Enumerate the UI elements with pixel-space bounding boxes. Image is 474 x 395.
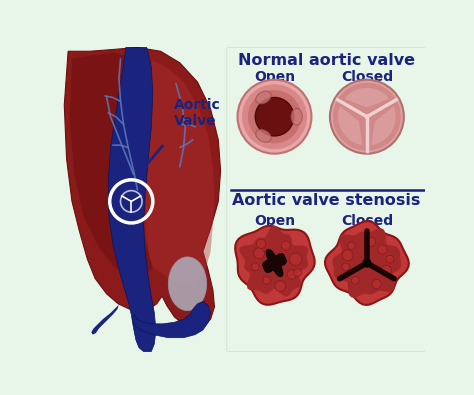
Text: Open: Open (254, 214, 295, 228)
Circle shape (365, 115, 369, 119)
Circle shape (275, 281, 286, 292)
Circle shape (352, 276, 359, 284)
Polygon shape (371, 106, 396, 145)
Circle shape (294, 269, 301, 276)
Text: Open: Open (254, 70, 295, 85)
Polygon shape (333, 100, 367, 151)
FancyBboxPatch shape (227, 47, 425, 352)
Polygon shape (91, 304, 119, 335)
Circle shape (254, 248, 264, 259)
Circle shape (366, 237, 375, 246)
Circle shape (342, 263, 349, 271)
Polygon shape (338, 106, 363, 145)
Polygon shape (144, 60, 214, 284)
Polygon shape (108, 47, 156, 352)
Text: Aortic
Valve: Aortic Valve (174, 98, 221, 128)
Polygon shape (239, 226, 308, 296)
Polygon shape (235, 226, 315, 305)
Text: Aortic valve stenosis: Aortic valve stenosis (232, 193, 420, 208)
Circle shape (342, 250, 353, 261)
Circle shape (287, 270, 296, 279)
Circle shape (263, 276, 271, 284)
Circle shape (381, 265, 392, 276)
Circle shape (362, 258, 372, 268)
Circle shape (330, 80, 404, 154)
Circle shape (290, 253, 302, 265)
Text: Normal aortic valve: Normal aortic valve (237, 53, 415, 68)
Circle shape (256, 239, 265, 248)
Polygon shape (263, 249, 286, 276)
Text: Closed: Closed (341, 70, 393, 85)
Polygon shape (70, 53, 153, 275)
Ellipse shape (255, 130, 271, 142)
Ellipse shape (291, 108, 302, 125)
Circle shape (372, 280, 381, 289)
Polygon shape (337, 83, 396, 117)
Circle shape (251, 263, 259, 271)
Ellipse shape (168, 257, 207, 311)
Polygon shape (325, 221, 409, 305)
Polygon shape (332, 228, 401, 297)
Circle shape (347, 242, 356, 250)
Polygon shape (64, 47, 220, 329)
Polygon shape (345, 88, 390, 107)
Circle shape (378, 245, 387, 254)
Circle shape (282, 241, 291, 250)
Polygon shape (133, 301, 210, 338)
Polygon shape (367, 100, 401, 151)
Circle shape (237, 80, 311, 154)
Circle shape (242, 84, 307, 149)
Text: Closed: Closed (341, 214, 393, 228)
Circle shape (255, 98, 294, 136)
Circle shape (248, 90, 301, 143)
Ellipse shape (255, 91, 271, 104)
Circle shape (386, 255, 394, 263)
